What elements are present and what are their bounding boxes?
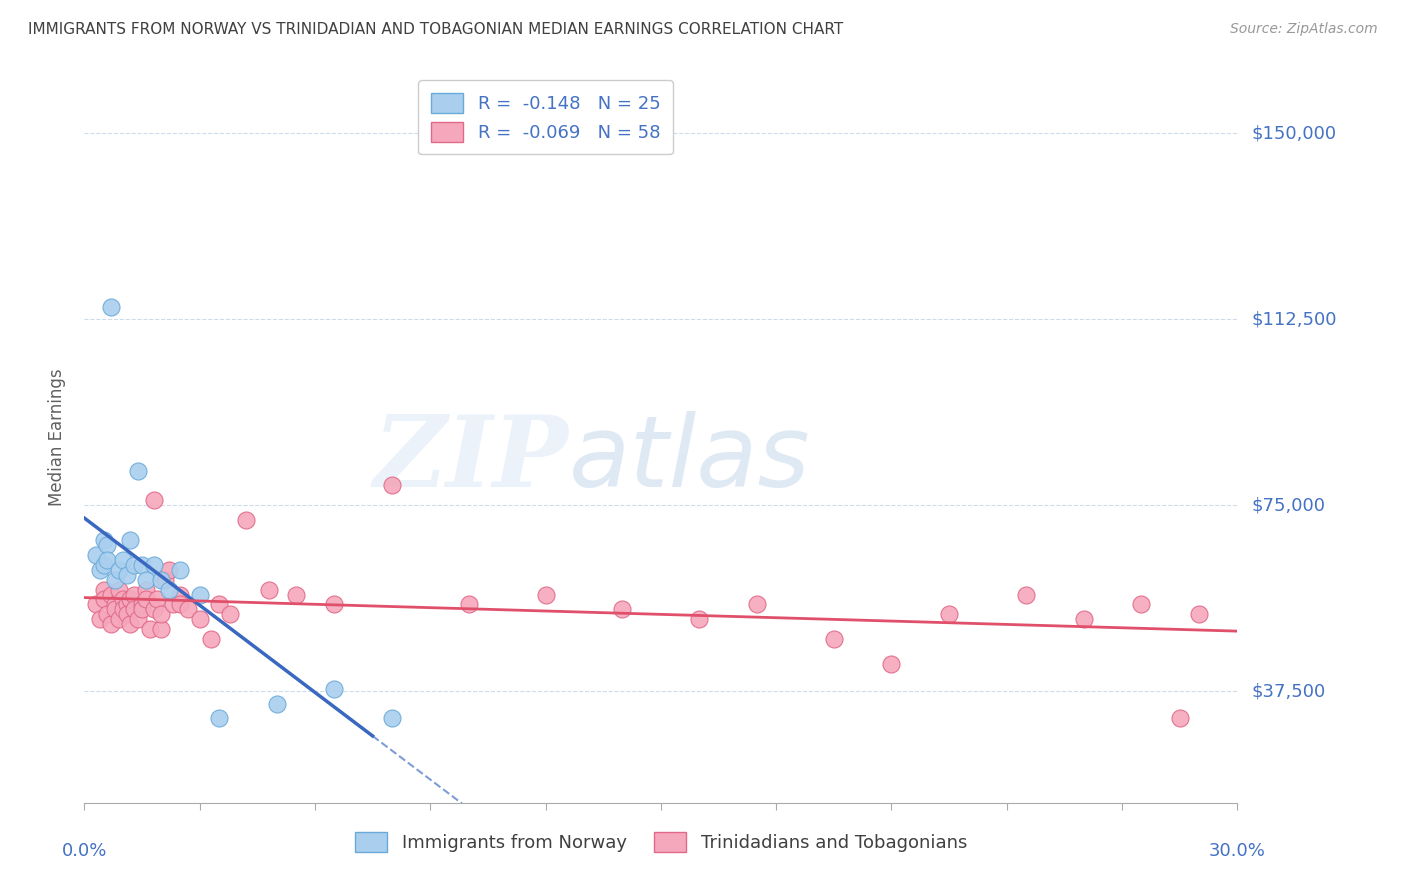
Point bbox=[688, 612, 710, 626]
Point bbox=[157, 563, 180, 577]
Point bbox=[381, 711, 404, 725]
Point bbox=[120, 533, 142, 547]
Y-axis label: Median Earnings: Median Earnings bbox=[48, 368, 66, 506]
Point bbox=[208, 711, 231, 725]
Point bbox=[266, 697, 288, 711]
Point bbox=[150, 622, 173, 636]
Point bbox=[188, 588, 211, 602]
Point bbox=[96, 607, 118, 622]
Point bbox=[124, 588, 146, 602]
Point bbox=[138, 622, 160, 636]
Point bbox=[84, 548, 107, 562]
Text: $75,000: $75,000 bbox=[1251, 496, 1326, 515]
Point bbox=[169, 563, 191, 577]
Text: $37,500: $37,500 bbox=[1251, 682, 1326, 700]
Point bbox=[131, 558, 153, 572]
Point bbox=[381, 478, 404, 492]
Point bbox=[104, 573, 127, 587]
Point bbox=[1015, 588, 1038, 602]
Point bbox=[457, 598, 479, 612]
Point bbox=[127, 464, 149, 478]
Point bbox=[131, 602, 153, 616]
Point bbox=[1168, 711, 1191, 725]
Point bbox=[115, 598, 138, 612]
Point bbox=[153, 573, 176, 587]
Point bbox=[100, 588, 122, 602]
Point bbox=[127, 612, 149, 626]
Point bbox=[177, 602, 200, 616]
Point bbox=[150, 573, 173, 587]
Point bbox=[131, 598, 153, 612]
Point bbox=[104, 602, 127, 616]
Point bbox=[142, 558, 165, 572]
Point bbox=[135, 582, 157, 597]
Point bbox=[169, 598, 191, 612]
Point bbox=[100, 300, 122, 314]
Point bbox=[142, 602, 165, 616]
Point bbox=[135, 592, 157, 607]
Point bbox=[93, 592, 115, 607]
Point bbox=[120, 617, 142, 632]
Legend: Immigrants from Norway, Trinidadians and Tobagonians: Immigrants from Norway, Trinidadians and… bbox=[347, 825, 974, 860]
Point bbox=[235, 513, 257, 527]
Text: Source: ZipAtlas.com: Source: ZipAtlas.com bbox=[1230, 22, 1378, 37]
Point bbox=[284, 588, 307, 602]
Text: ZIP: ZIP bbox=[374, 411, 568, 508]
Text: 0.0%: 0.0% bbox=[62, 842, 107, 860]
Point bbox=[108, 582, 131, 597]
Point bbox=[135, 573, 157, 587]
Point bbox=[84, 598, 107, 612]
Text: $150,000: $150,000 bbox=[1251, 124, 1336, 143]
Point bbox=[111, 602, 134, 616]
Point bbox=[157, 582, 180, 597]
Point bbox=[1073, 612, 1095, 626]
Point bbox=[880, 657, 903, 671]
Point bbox=[146, 592, 169, 607]
Point bbox=[162, 598, 184, 612]
Point bbox=[823, 632, 845, 647]
Point bbox=[115, 567, 138, 582]
Point bbox=[938, 607, 960, 622]
Point bbox=[1130, 598, 1153, 612]
Point bbox=[111, 553, 134, 567]
Point bbox=[104, 598, 127, 612]
Point bbox=[93, 582, 115, 597]
Point bbox=[120, 592, 142, 607]
Point bbox=[188, 612, 211, 626]
Point bbox=[89, 563, 111, 577]
Point bbox=[208, 598, 231, 612]
Point bbox=[89, 612, 111, 626]
Text: atlas: atlas bbox=[568, 410, 810, 508]
Point bbox=[96, 553, 118, 567]
Point bbox=[93, 558, 115, 572]
Point bbox=[1188, 607, 1211, 622]
Text: IMMIGRANTS FROM NORWAY VS TRINIDADIAN AND TOBAGONIAN MEDIAN EARNINGS CORRELATION: IMMIGRANTS FROM NORWAY VS TRINIDADIAN AN… bbox=[28, 22, 844, 37]
Point bbox=[200, 632, 222, 647]
Point bbox=[323, 681, 346, 696]
Text: 30.0%: 30.0% bbox=[1209, 842, 1265, 860]
Point bbox=[323, 598, 346, 612]
Point bbox=[745, 598, 768, 612]
Point bbox=[219, 607, 242, 622]
Point bbox=[142, 493, 165, 508]
Point bbox=[108, 563, 131, 577]
Point bbox=[111, 592, 134, 607]
Point bbox=[124, 602, 146, 616]
Point bbox=[534, 588, 557, 602]
Point bbox=[124, 558, 146, 572]
Text: $112,500: $112,500 bbox=[1251, 310, 1337, 328]
Point bbox=[169, 588, 191, 602]
Point bbox=[115, 607, 138, 622]
Point bbox=[257, 582, 280, 597]
Point bbox=[612, 602, 634, 616]
Point bbox=[93, 533, 115, 547]
Point bbox=[100, 617, 122, 632]
Point bbox=[96, 538, 118, 552]
Point bbox=[150, 607, 173, 622]
Point bbox=[108, 612, 131, 626]
